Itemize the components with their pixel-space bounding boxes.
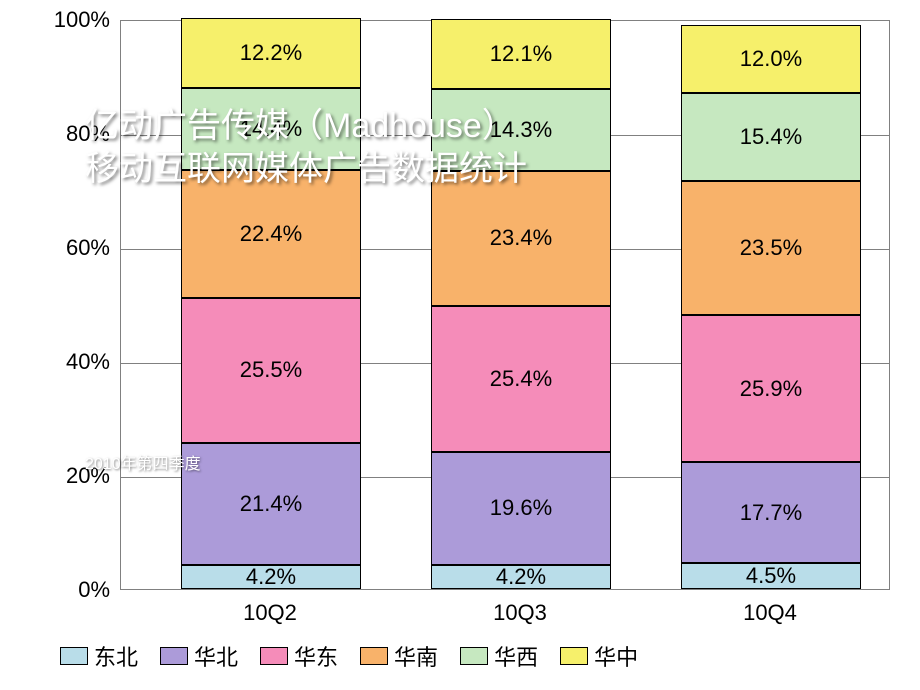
seg-10q2-huanan: 22.4%: [181, 170, 361, 298]
seg-label: 25.9%: [740, 376, 802, 402]
seg-label: 4.2%: [496, 564, 546, 590]
legend-item-huazhong: 华中: [560, 640, 638, 672]
legend-label: 华南: [394, 640, 438, 672]
seg-label: 4.2%: [246, 564, 296, 590]
seg-10q3-huanan: 23.4%: [431, 171, 611, 306]
seg-label: 23.4%: [490, 225, 552, 251]
legend-swatch: [560, 647, 588, 665]
seg-10q4-huadong: 25.9%: [681, 315, 861, 463]
seg-label: 25.5%: [240, 357, 302, 383]
legend-item-huanan: 华南: [360, 640, 438, 672]
legend-label: 华东: [294, 640, 338, 672]
y-tick-40: 40%: [40, 349, 110, 375]
legend-item-huabei: 华北: [160, 640, 238, 672]
legend-item-huadong: 华东: [260, 640, 338, 672]
bar-10q3: 4.2% 19.6% 25.4% 23.4% 14.3% 12.1%: [431, 19, 611, 589]
seg-10q3-huazhong: 12.1%: [431, 19, 611, 89]
seg-label: 15.4%: [740, 124, 802, 150]
seg-label: 21.4%: [240, 491, 302, 517]
seg-label: 23.5%: [740, 235, 802, 261]
y-tick-20: 20%: [40, 463, 110, 489]
legend-label: 华北: [194, 640, 238, 672]
legend-swatch: [360, 647, 388, 665]
bar-10q2: 4.2% 21.4% 25.5% 22.4% 14.4% 12.2%: [181, 18, 361, 589]
seg-label: 4.5%: [746, 563, 796, 589]
legend-item-dongbei: 东北: [60, 640, 138, 672]
legend-label: 东北: [94, 640, 138, 672]
x-tick-10q3: 10Q3: [440, 600, 600, 626]
seg-label: 12.0%: [740, 46, 802, 72]
legend-swatch: [260, 647, 288, 665]
x-tick-10q2: 10Q2: [190, 600, 350, 626]
seg-10q4-huaxi: 15.4%: [681, 93, 861, 181]
seg-label: 25.4%: [490, 366, 552, 392]
plot-area: 4.2% 21.4% 25.5% 22.4% 14.4% 12.2% 4.2% …: [120, 20, 890, 590]
chart-container: 0% 20% 40% 60% 80% 100% 4.2% 21.4% 25.5%…: [0, 0, 920, 690]
bar-10q4: 4.5% 17.7% 25.9% 23.5% 15.4% 12.0%: [681, 25, 861, 589]
legend-swatch: [160, 647, 188, 665]
y-tick-0: 0%: [40, 577, 110, 603]
seg-10q4-huanan: 23.5%: [681, 181, 861, 315]
seg-label: 12.1%: [490, 41, 552, 67]
seg-10q4-huabei: 17.7%: [681, 462, 861, 563]
seg-10q2-dongbei: 4.2%: [181, 565, 361, 589]
seg-10q4-dongbei: 4.5%: [681, 563, 861, 589]
seg-10q3-huadong: 25.4%: [431, 306, 611, 452]
seg-10q4-huazhong: 12.0%: [681, 25, 861, 93]
seg-10q3-huabei: 19.6%: [431, 452, 611, 565]
seg-label: 12.2%: [240, 40, 302, 66]
seg-10q3-huaxi: 14.3%: [431, 89, 611, 171]
legend-label: 华中: [594, 640, 638, 672]
seg-label: 17.7%: [740, 500, 802, 526]
seg-10q2-huadong: 25.5%: [181, 298, 361, 443]
seg-label: 22.4%: [240, 221, 302, 247]
y-tick-100: 100%: [40, 7, 110, 33]
y-tick-80: 80%: [40, 121, 110, 147]
x-tick-10q4: 10Q4: [690, 600, 850, 626]
seg-label: 19.6%: [490, 495, 552, 521]
legend: 东北 华北 华东 华南 华西 华中: [60, 640, 638, 672]
legend-item-huaxi: 华西: [460, 640, 538, 672]
seg-10q3-dongbei: 4.2%: [431, 565, 611, 589]
legend-label: 华西: [494, 640, 538, 672]
seg-10q2-huazhong: 12.2%: [181, 18, 361, 88]
legend-swatch: [60, 647, 88, 665]
legend-swatch: [460, 647, 488, 665]
y-tick-60: 60%: [40, 235, 110, 261]
seg-10q2-huaxi: 14.4%: [181, 88, 361, 170]
seg-label: 14.3%: [490, 117, 552, 143]
seg-label: 14.4%: [240, 116, 302, 142]
seg-10q2-huabei: 21.4%: [181, 443, 361, 565]
